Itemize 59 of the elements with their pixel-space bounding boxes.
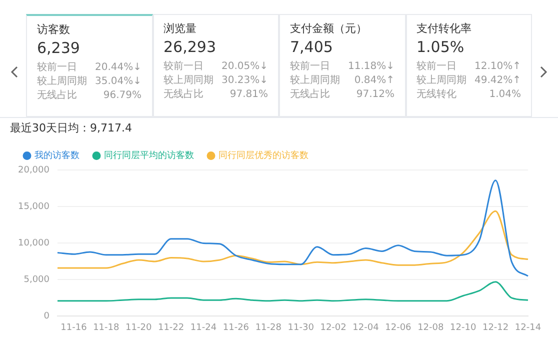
x-tick-label: 11-20: [126, 322, 152, 333]
text: 无线占比: [290, 88, 330, 102]
y-tick-label: 20,000: [18, 166, 50, 176]
x-tick-label: 12-04: [352, 322, 380, 333]
text: 无线转化: [416, 88, 456, 102]
text: 6,239: [37, 39, 81, 57]
text: 49.42%↑: [474, 74, 521, 88]
text: 11.18%↓: [348, 60, 394, 74]
text: 97.81%: [230, 88, 268, 102]
text: 无线占比: [37, 89, 77, 103]
text: 较上周同期: [290, 74, 340, 88]
text: 较上周同期: [37, 75, 87, 89]
text: 30.23%↓: [221, 74, 268, 88]
x-tick-label: 11-22: [158, 322, 184, 333]
text: 支付转化率: [416, 21, 472, 36]
text: 97.12%: [356, 88, 394, 102]
x-tick-label: 11-28: [255, 322, 282, 333]
y-tick-label: 10,000: [18, 238, 50, 249]
text: 12.10%↑: [474, 60, 521, 74]
text: 较前一日: [290, 60, 330, 74]
text: 访客数: [37, 22, 71, 37]
line-series: [56, 180, 529, 277]
text: 较上周同期: [164, 74, 214, 88]
x-tick-label: 12-12: [482, 322, 509, 333]
text: 7,405: [290, 38, 334, 56]
text: 35.04%↓: [94, 75, 142, 89]
text: 较前一日: [37, 61, 77, 75]
text: 无线占比: [164, 88, 204, 102]
x-tick-label: 12-10: [450, 322, 476, 333]
legend-label: 我的访客数: [34, 150, 80, 162]
text: 1.04%: [489, 88, 521, 102]
legend-label: 同行同层平均的访客数: [104, 150, 194, 162]
x-tick-label: 12-02: [320, 322, 346, 333]
x-tick-label: 11-18: [93, 322, 120, 333]
text: 较前一日: [416, 60, 456, 74]
x-tick-label: 12-08: [418, 322, 444, 333]
x-tick-label: 11-30: [288, 322, 314, 333]
y-tick-label: 5,000: [24, 275, 50, 286]
x-tick-label: 11-24: [190, 322, 217, 333]
text: 26,293: [164, 38, 217, 56]
text: 20.44%↓: [94, 61, 142, 75]
text: 较上周同期: [416, 74, 466, 88]
x-tick-label: 12-14: [514, 322, 542, 333]
line-series: [56, 281, 529, 302]
text: 0.84%↑: [354, 74, 394, 88]
text: 浏览量: [164, 21, 198, 36]
text: 支付金额（元）: [290, 21, 368, 36]
y-tick-label: 0: [44, 312, 50, 322]
x-tick-label: 11-26: [222, 322, 250, 333]
text: 较前一日: [164, 60, 204, 74]
x-tick-label: 11-16: [60, 322, 88, 333]
text: 20.05%↓: [221, 60, 268, 74]
legend-label: 同行同层优秀的访客数: [218, 150, 308, 162]
text: 96.79%: [103, 89, 142, 103]
x-tick-label: 12-06: [385, 322, 412, 333]
text: 1.05%: [416, 38, 466, 56]
chart-title: 最近30天日均：9,717.4: [10, 121, 132, 134]
line-series: [56, 210, 529, 269]
y-tick-label: 15,000: [18, 202, 50, 212]
